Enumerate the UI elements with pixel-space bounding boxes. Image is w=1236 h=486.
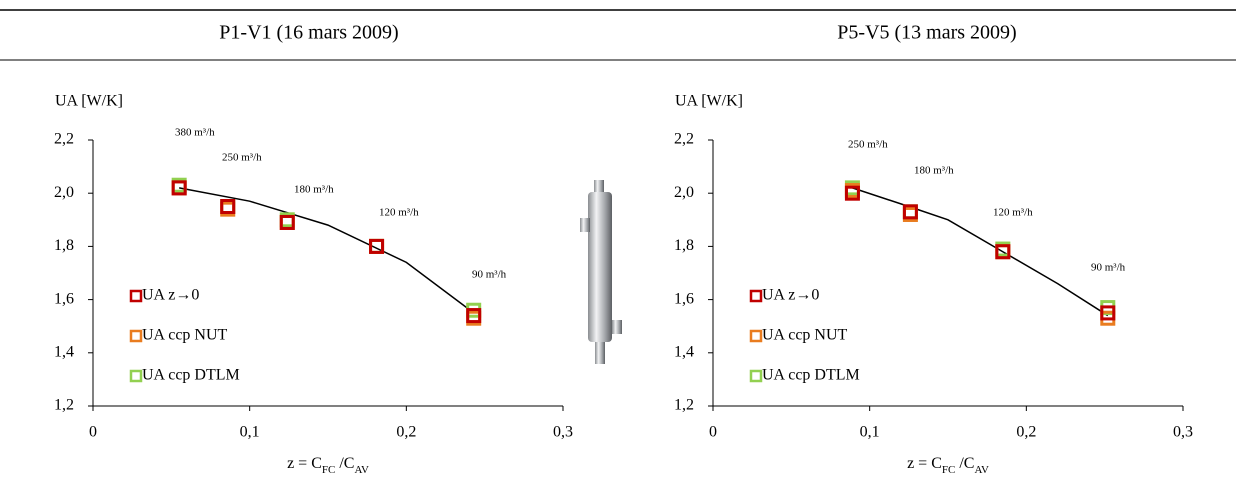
y-tick-label: 1,4: [674, 343, 694, 360]
x-tick-label: 0,2: [1016, 424, 1036, 441]
legend-label: UA ccp NUT: [762, 327, 848, 344]
legend-label: UA z→0: [762, 287, 819, 304]
y-tick-label: 1,8: [674, 237, 694, 254]
exchanger-image: [580, 180, 622, 364]
legend-marker: [129, 289, 143, 303]
x-axis-label-part: AV: [974, 464, 989, 476]
x-axis-label: z = CFC /CAV: [287, 455, 369, 476]
legend-label: UA ccp NUT: [142, 327, 228, 344]
legend-marker: [749, 369, 763, 383]
annotation: 250 m³/h: [222, 152, 262, 164]
x-axis-label-part: z = C: [287, 455, 322, 472]
legend-label: UA ccp DTLM: [762, 367, 860, 384]
x-axis-label-part: FC: [322, 464, 335, 476]
legend-label: UA z→0: [142, 287, 199, 304]
y-axis-label: UA [W/K]: [55, 93, 123, 110]
data-point: [279, 214, 295, 230]
chart-title: P1-V1 (16 mars 2009): [219, 22, 398, 44]
x-axis-label-part: FC: [942, 464, 955, 476]
legend-marker: [749, 329, 763, 343]
y-tick-label: 1,8: [54, 237, 74, 254]
legend-marker: [129, 369, 143, 383]
x-axis-label-part: /C: [335, 455, 354, 472]
y-tick-label: 1,6: [674, 290, 694, 307]
x-tick-label: 0,2: [396, 424, 416, 441]
y-tick-label: 1,2: [674, 397, 694, 414]
data-point: [369, 238, 385, 254]
y-tick-label: 2,2: [54, 131, 74, 148]
y-tick-label: 1,2: [54, 397, 74, 414]
y-tick-label: 2,0: [54, 184, 74, 201]
x-tick-label: 0,3: [553, 424, 573, 441]
legend-label: UA ccp DTLM: [142, 367, 240, 384]
data-point: [844, 185, 860, 201]
y-axis-label: UA [W/K]: [675, 93, 743, 110]
data-point: [220, 199, 236, 214]
annotation: 90 m³/h: [1091, 262, 1126, 274]
data-point: [995, 244, 1011, 260]
data-point: [171, 180, 187, 196]
trendline: [179, 187, 475, 314]
annotation: 120 m³/h: [379, 207, 419, 219]
x-tick-label: 0,1: [860, 424, 880, 441]
trendline: [852, 187, 1109, 317]
annotation: 250 m³/h: [848, 139, 888, 151]
data-point: [902, 204, 918, 220]
annotation: 180 m³/h: [914, 165, 954, 177]
x-axis-label: z = CFC /CAV: [907, 455, 989, 476]
x-tick-label: 0,3: [1173, 424, 1193, 441]
data-point: [1100, 305, 1116, 321]
y-tick-label: 2,0: [674, 184, 694, 201]
x-axis-label-part: z = C: [907, 455, 942, 472]
chart-title: P5-V5 (13 mars 2009): [837, 22, 1016, 44]
y-tick-label: 1,4: [54, 343, 74, 360]
x-axis-label-part: /C: [955, 455, 974, 472]
data-point: [466, 308, 482, 324]
legend-marker: [749, 289, 763, 303]
x-tick-label: 0: [709, 424, 717, 441]
x-tick-label: 0,1: [240, 424, 260, 441]
annotation: 120 m³/h: [993, 207, 1033, 219]
annotation: 90 m³/h: [472, 269, 507, 281]
x-axis-label-part: AV: [354, 464, 369, 476]
y-tick-label: 2,2: [674, 131, 694, 148]
x-tick-label: 0: [89, 424, 97, 441]
legend-marker: [129, 329, 143, 343]
annotation: 180 m³/h: [294, 184, 334, 196]
annotation: 380 m³/h: [175, 127, 215, 139]
y-tick-label: 1,6: [54, 290, 74, 307]
